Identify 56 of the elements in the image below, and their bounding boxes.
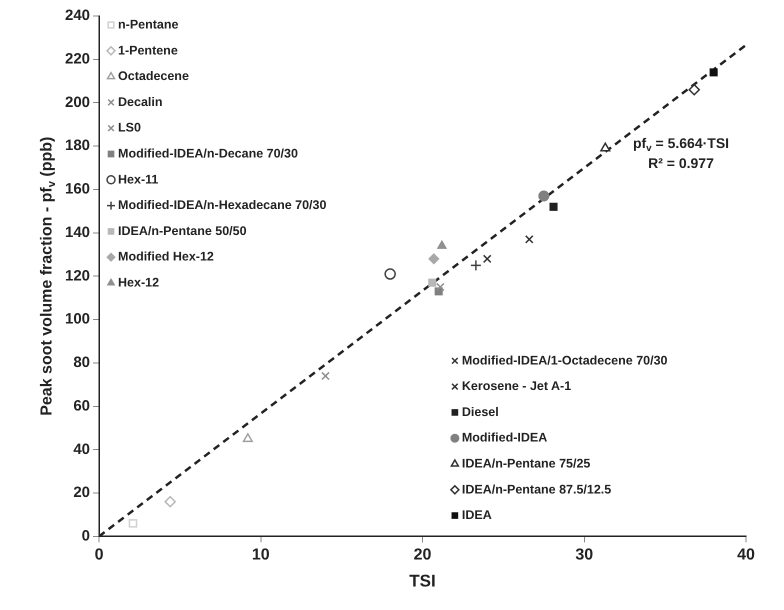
point bbox=[600, 142, 610, 152]
x-tick-label: 10 bbox=[252, 546, 270, 564]
y-tick-label: 0 bbox=[82, 528, 90, 545]
point bbox=[482, 254, 492, 264]
legend-label: 1-Pentene bbox=[118, 43, 178, 58]
y-tick-label: 160 bbox=[64, 180, 90, 198]
legend-label: IDEA/n-Pentane 75/25 bbox=[462, 456, 590, 470]
point bbox=[242, 433, 253, 442]
point bbox=[384, 268, 396, 280]
legend-label: Diesel bbox=[462, 404, 499, 419]
legend-label: Modified-IDEA/n-Decane 70/30 bbox=[118, 146, 298, 160]
y-tick-label: 120 bbox=[64, 267, 90, 284]
point bbox=[428, 253, 440, 264]
annotation: R² = 0.977 bbox=[648, 154, 714, 171]
legend-label: Hex-11 bbox=[118, 172, 158, 186]
legend-label: IDEA/n-Pentane 87.5/12.5 bbox=[462, 482, 612, 496]
y-tick-label: 60 bbox=[73, 397, 90, 414]
point bbox=[470, 260, 482, 272]
legend-label: Decalin bbox=[118, 94, 162, 109]
y-axis-title: Peak soot volume fraction - pfv (ppb) bbox=[38, 136, 58, 416]
x-tick-label: 20 bbox=[414, 546, 432, 564]
point bbox=[128, 519, 138, 528]
y-tick-label: 20 bbox=[73, 484, 90, 502]
legend-label: Hex-12 bbox=[118, 275, 160, 290]
y-tick-label: 180 bbox=[64, 137, 90, 154]
point bbox=[321, 372, 330, 380]
point bbox=[710, 68, 718, 76]
legend-label: Kerosene - Jet A-1 bbox=[462, 379, 572, 394]
point bbox=[688, 84, 700, 96]
x-tick-label: 30 bbox=[575, 546, 594, 564]
y-tick-label: 240 bbox=[64, 7, 90, 24]
legend-label: n-Pentane bbox=[118, 17, 178, 32]
y-tick-label: 40 bbox=[73, 440, 90, 458]
legend-label: Modified-IDEA bbox=[462, 430, 548, 445]
x-tick-label: 40 bbox=[737, 546, 755, 564]
legend-label: Modified-IDEA/n-Hexadecane 70/30 bbox=[118, 198, 326, 212]
x-tick-label: 0 bbox=[94, 546, 104, 564]
point bbox=[524, 235, 534, 244]
legend-label: LS0 bbox=[118, 120, 141, 135]
point bbox=[549, 202, 558, 211]
y-tick-label: 140 bbox=[64, 224, 90, 241]
x-axis-title: TSI bbox=[409, 571, 436, 590]
y-tick-label: 100 bbox=[64, 310, 90, 328]
point bbox=[428, 278, 436, 287]
legend-label: IDEA bbox=[462, 508, 492, 522]
legend-label: Octadecene bbox=[118, 69, 189, 84]
point bbox=[436, 282, 445, 292]
y-tick-label: 220 bbox=[64, 50, 90, 68]
y-tick-label: 200 bbox=[64, 94, 90, 111]
point bbox=[437, 240, 447, 249]
legend-label: Modified Hex-12 bbox=[118, 250, 214, 264]
legend-label: IDEA/n-Pentane 50/50 bbox=[118, 224, 247, 238]
point bbox=[164, 496, 176, 508]
y-tick-label: 80 bbox=[73, 354, 90, 372]
legend-label: Modified-IDEA/1-Octadecene 70/30 bbox=[462, 353, 668, 368]
point bbox=[538, 190, 550, 202]
